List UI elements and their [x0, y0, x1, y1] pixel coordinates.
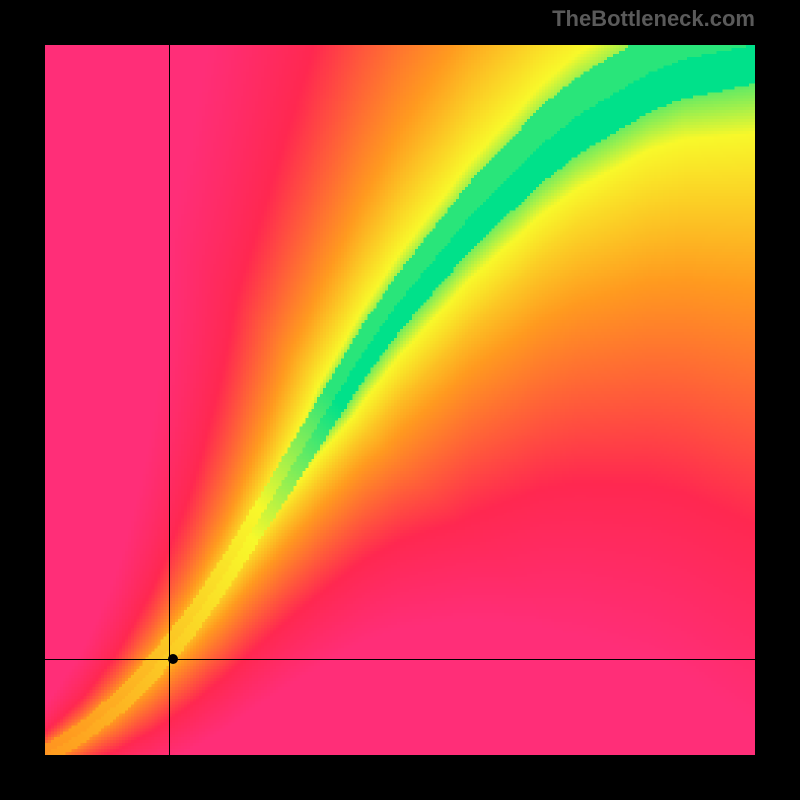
- heatmap-canvas: [45, 45, 755, 755]
- heatmap-plot: [45, 45, 755, 755]
- crosshair-horizontal: [45, 659, 755, 660]
- watermark-text: TheBottleneck.com: [552, 6, 755, 32]
- data-point-marker: [168, 654, 178, 664]
- crosshair-vertical: [169, 45, 170, 755]
